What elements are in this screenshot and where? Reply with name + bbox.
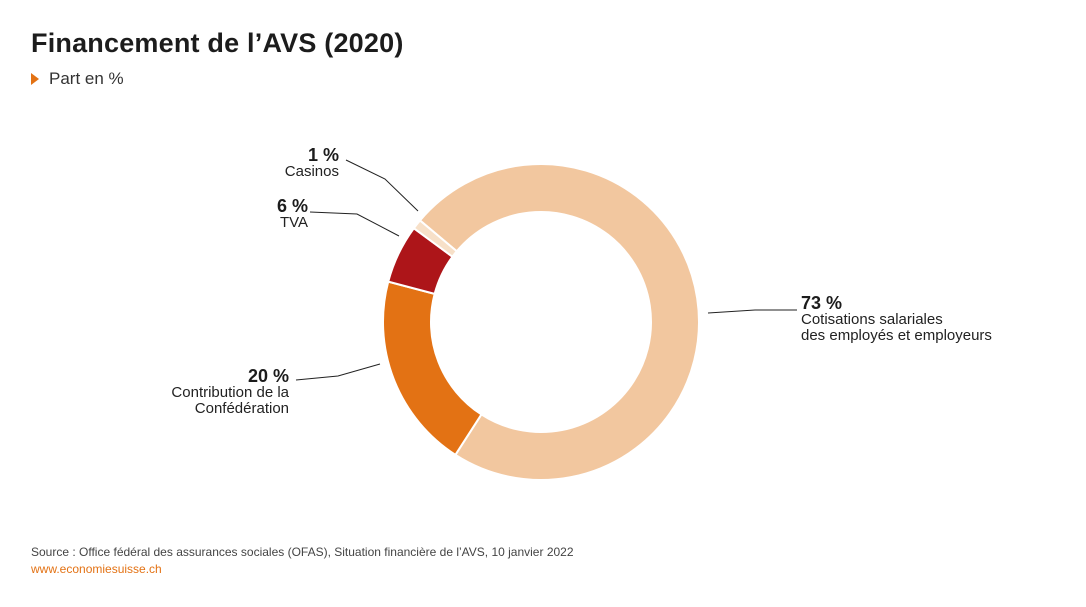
slice-value-cotisations: 73 % — [801, 293, 843, 313]
slice-casinos — [412, 219, 459, 259]
slice-text-tva: TVA — [279, 214, 308, 231]
leader-line-casinos — [345, 159, 419, 212]
leader-lines — [295, 159, 797, 381]
slice-label-cotisations: 73 % Cotisations salariales des employés… — [801, 294, 992, 344]
slice-label-confederation: 20 % Contribution de la Confédération — [171, 367, 289, 417]
slice-text-confederation-1: Contribution de la — [171, 384, 289, 401]
slice-confederation — [382, 280, 483, 457]
leader-line-tva — [309, 211, 400, 237]
leader-line-cotisations — [707, 309, 797, 314]
source-note: Source : Office fédéral des assurances s… — [31, 545, 574, 559]
slice-text-cotisations-2: des employés et employeurs — [801, 327, 992, 344]
donut-slices — [382, 163, 700, 481]
slice-cotisations — [418, 163, 700, 481]
slice-value-tva: 6 % — [276, 196, 308, 216]
slice-label-casinos: 1 % Casinos — [285, 146, 339, 180]
subtitle-text: Part en % — [49, 69, 124, 88]
source-url-link[interactable]: www.economiesuisse.ch — [31, 562, 162, 576]
chart-title: Financement de l’AVS (2020) — [31, 28, 404, 58]
slice-text-cotisations-1: Cotisations salariales — [801, 311, 943, 328]
slice-text-casinos: Casinos — [284, 163, 339, 180]
slice-value-confederation: 20 % — [247, 366, 289, 386]
slice-text-confederation-2: Confédération — [194, 400, 289, 417]
slice-value-casinos: 1 % — [307, 145, 339, 165]
slice-label-tva: 6 % TVA — [277, 197, 308, 231]
triangle-bullet-icon — [31, 73, 39, 85]
leader-line-confederation — [295, 363, 381, 381]
chart-subtitle: Part en % — [31, 69, 124, 89]
